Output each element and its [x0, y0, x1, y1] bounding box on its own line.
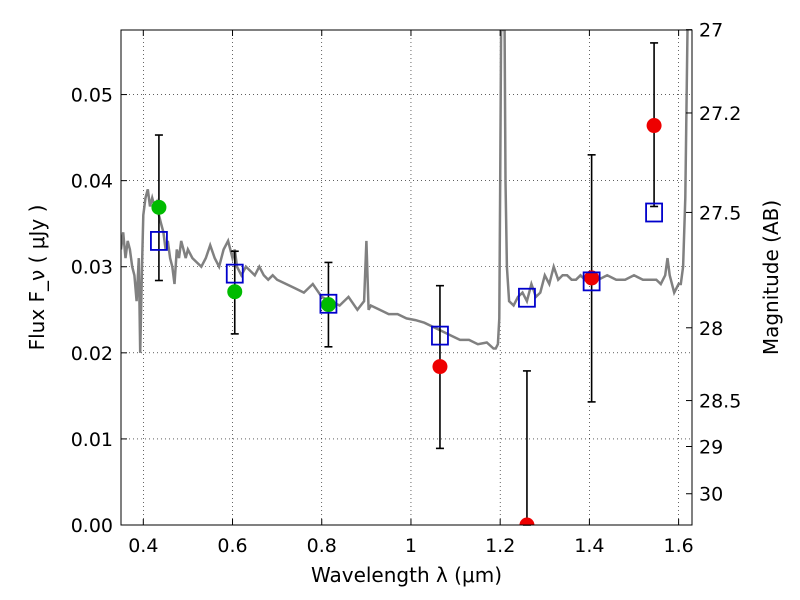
right-tick-label: 27	[699, 20, 723, 42]
spectrum-line	[121, 30, 689, 353]
x-axis-label: Wavelength λ (μm)	[311, 563, 502, 587]
red-point	[432, 359, 448, 375]
x-tick-label: 1.6	[664, 535, 694, 557]
model-square	[225, 263, 244, 284]
x-tick-label: 0.6	[217, 535, 247, 557]
right-tick-label: 27.2	[699, 103, 741, 125]
y-axis-label: Flux F_ν ( μJy )	[25, 205, 49, 351]
green-point	[227, 284, 243, 300]
plot-frame	[120, 29, 693, 526]
right-axis-label: Magnitude (AB)	[759, 200, 783, 355]
x-tick-label: 1	[405, 535, 417, 557]
model-square	[645, 202, 663, 223]
right-tick-label: 28	[699, 318, 723, 340]
y-tick-label: 0.03	[71, 257, 113, 279]
x-tick-label: 1.2	[485, 535, 515, 557]
red-point	[646, 118, 662, 134]
right-tick-label: 30	[699, 484, 723, 506]
y-tick-label: 0.02	[71, 343, 113, 365]
spectrum-series	[121, 30, 689, 353]
y-tick-label: 0.01	[71, 429, 113, 451]
x-tick-label: 1.4	[574, 535, 604, 557]
red-point	[584, 270, 600, 286]
model-square	[150, 231, 168, 251]
red-point	[519, 517, 535, 525]
x-tick-label: 0.8	[307, 535, 337, 557]
green-point	[151, 199, 167, 215]
model-square	[431, 325, 449, 346]
errorbar-series	[154, 42, 659, 526]
right-tick-label: 28.5	[699, 391, 741, 413]
photometry-points	[150, 118, 663, 525]
axis-labels: Wavelength λ (μm) Flux F_ν ( μJy ) Magni…	[25, 200, 783, 587]
model-square	[319, 293, 338, 314]
y-tick-label: 0.04	[71, 171, 113, 193]
x-tick-label: 0.4	[128, 535, 158, 557]
right-tick-label: 27.5	[699, 202, 741, 224]
axis-ticks: 0.4 0.6 0.8 1 1.2 1.4 1.6 0.00 0.01 0.02 0.03 0.04 0…	[71, 20, 742, 557]
model-square	[582, 271, 601, 292]
model-square	[518, 287, 536, 308]
right-tick-label: 29	[699, 436, 723, 458]
y-tick-label: 0.05	[71, 85, 113, 107]
green-point	[320, 297, 336, 313]
grid-lines	[121, 30, 692, 526]
y-tick-label: 0.00	[71, 515, 113, 537]
